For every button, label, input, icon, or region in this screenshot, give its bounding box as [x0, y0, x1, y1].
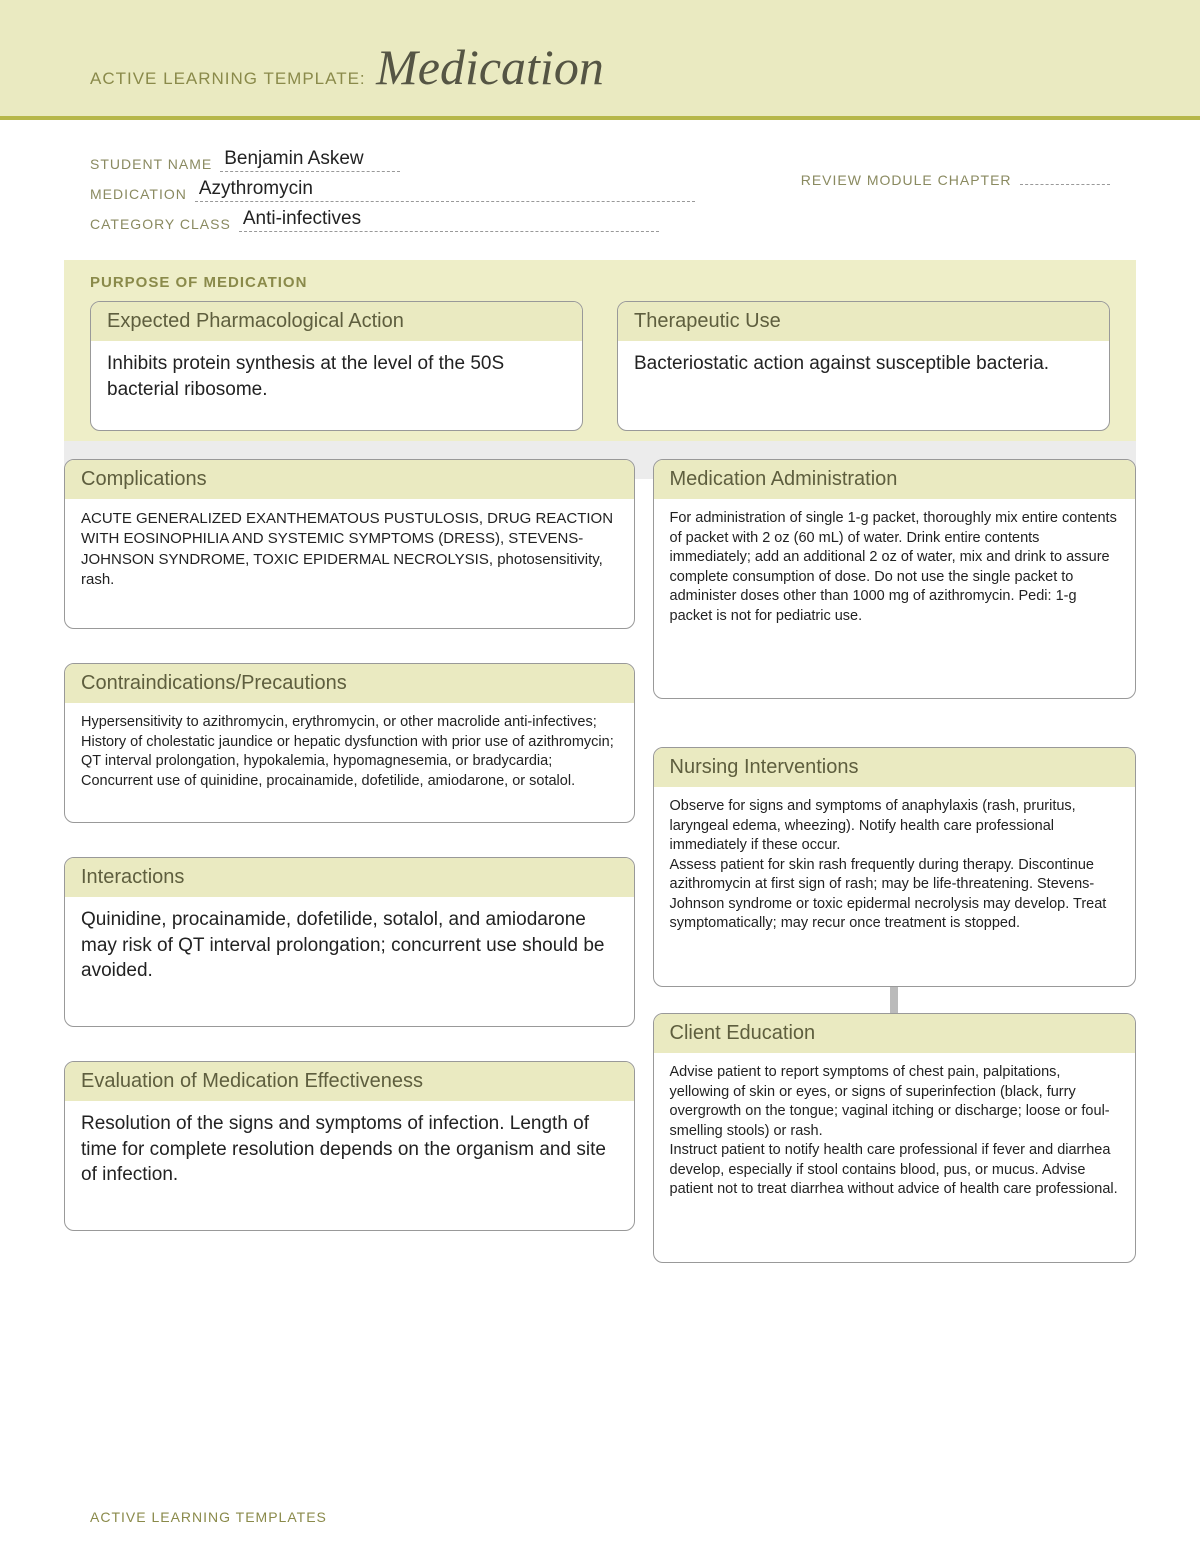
meta-row-category: CATEGORY CLASS Anti-infectives — [90, 208, 801, 232]
evaluation-body: Resolution of the signs and symptoms of … — [65, 1101, 634, 1204]
meta-block: STUDENT NAME Benjamin Askew MEDICATION A… — [0, 120, 1200, 260]
complications-body: ACUTE GENERALIZED EXANTHEMATOUS PUSTULOS… — [65, 499, 634, 606]
complications-card: Complications ACUTE GENERALIZED EXANTHEM… — [64, 459, 635, 629]
meta-row-medication: MEDICATION Azythromycin — [90, 178, 801, 202]
med-admin-body: For administration of single 1-g packet,… — [654, 499, 1135, 642]
med-admin-card: Medication Administration For administra… — [653, 459, 1136, 699]
client-ed-card: Client Education Advise patient to repor… — [653, 1013, 1136, 1263]
therapeutic-use-card: Therapeutic Use Bacteriostatic action ag… — [617, 301, 1110, 431]
medication-value: Azythromycin — [195, 178, 695, 202]
client-ed-title: Client Education — [654, 1014, 1135, 1053]
student-name-label: STUDENT NAME — [90, 156, 212, 172]
column-right: Medication Administration For administra… — [653, 459, 1136, 1263]
nursing-title: Nursing Interventions — [654, 748, 1135, 787]
therapeutic-use-title: Therapeutic Use — [618, 302, 1109, 341]
meta-right: REVIEW MODULE CHAPTER — [801, 148, 1110, 238]
contraindications-card: Contraindications/Precautions Hypersensi… — [64, 663, 635, 823]
interactions-card: Interactions Quinidine, procainamide, do… — [64, 857, 635, 1027]
header-prefix: ACTIVE LEARNING TEMPLATE: — [90, 69, 366, 88]
nursing-card: Nursing Interventions Observe for signs … — [653, 747, 1136, 987]
connector-line — [890, 987, 898, 1013]
interactions-body: Quinidine, procainamide, dofetilide, sot… — [65, 897, 634, 1000]
medication-label: MEDICATION — [90, 186, 187, 202]
meta-row-student: STUDENT NAME Benjamin Askew — [90, 148, 801, 172]
pharm-action-title: Expected Pharmacological Action — [91, 302, 582, 341]
footer-text: ACTIVE LEARNING TEMPLATES — [90, 1509, 327, 1525]
med-admin-title: Medication Administration — [654, 460, 1135, 499]
complications-title: Complications — [65, 460, 634, 499]
header-band: ACTIVE LEARNING TEMPLATE: Medication — [0, 0, 1200, 120]
pharm-action-card: Expected Pharmacological Action Inhibits… — [90, 301, 583, 431]
purpose-section: PURPOSE OF MEDICATION Expected Pharmacol… — [64, 260, 1136, 441]
spacer — [653, 699, 1136, 747]
contraindications-body: Hypersensitivity to azithromycin, erythr… — [65, 703, 634, 807]
evaluation-card: Evaluation of Medication Effectiveness R… — [64, 1061, 635, 1231]
main-grid: Complications ACUTE GENERALIZED EXANTHEM… — [0, 459, 1200, 1263]
page: ACTIVE LEARNING TEMPLATE: Medication STU… — [0, 0, 1200, 1553]
column-left: Complications ACUTE GENERALIZED EXANTHEM… — [64, 459, 635, 1263]
client-ed-body: Advise patient to report symptoms of che… — [654, 1053, 1135, 1216]
purpose-heading: PURPOSE OF MEDICATION — [90, 274, 1110, 291]
contraindications-title: Contraindications/Precautions — [65, 664, 634, 703]
pharm-action-body: Inhibits protein synthesis at the level … — [91, 341, 582, 418]
student-name-value: Benjamin Askew — [220, 148, 400, 172]
evaluation-title: Evaluation of Medication Effectiveness — [65, 1062, 634, 1101]
meta-left: STUDENT NAME Benjamin Askew MEDICATION A… — [90, 148, 801, 238]
therapeutic-use-body: Bacteriostatic action against susceptibl… — [618, 341, 1109, 393]
review-module-blank — [1020, 184, 1110, 185]
category-value: Anti-infectives — [239, 208, 659, 232]
header-title: Medication — [376, 39, 604, 95]
category-label: CATEGORY CLASS — [90, 216, 231, 232]
interactions-title: Interactions — [65, 858, 634, 897]
nursing-body: Observe for signs and symptoms of anaphy… — [654, 787, 1135, 950]
review-module-label: REVIEW MODULE CHAPTER — [801, 172, 1012, 188]
purpose-row: Expected Pharmacological Action Inhibits… — [90, 301, 1110, 431]
